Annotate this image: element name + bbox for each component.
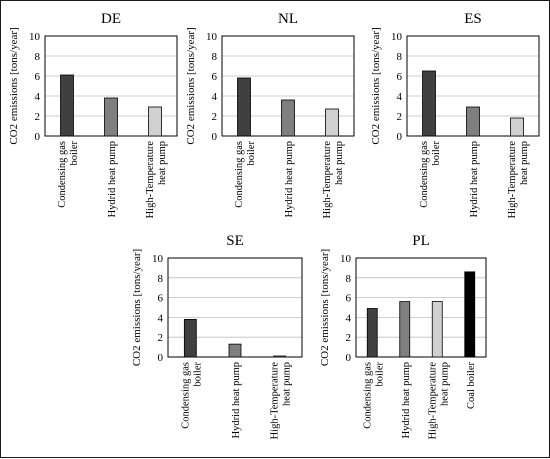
bar <box>273 355 287 358</box>
y-tick-label: 4 <box>158 312 164 324</box>
y-tick-label: 8 <box>158 273 164 285</box>
category-label: Condensing gas <box>419 141 430 208</box>
category-label: heat pump <box>519 141 530 185</box>
category-label: boiler <box>431 141 442 166</box>
y-tick-label: 4 <box>397 91 403 103</box>
y-axis-label: CO2 emissions [tons/year] <box>131 249 143 366</box>
bar <box>366 308 378 358</box>
chart-panel-de: 0 2 4 6 8 10 DE CO2 emissions [tons/year] Conden… <box>8 11 178 219</box>
y-tick-label: 10 <box>152 253 164 265</box>
y-tick-label: 6 <box>397 71 403 83</box>
bar <box>148 106 162 137</box>
bar <box>281 99 295 137</box>
chart-panel-nl: 0 2 4 6 8 10 NL CO2 emissions [tons/year] Conden… <box>185 11 355 219</box>
y-tick-label: 0 <box>212 131 218 143</box>
panel-title: ES <box>464 11 482 27</box>
y-tick-label: 6 <box>346 293 352 305</box>
y-tick-label: 10 <box>29 31 41 43</box>
panel-title: DE <box>101 11 121 27</box>
category-label: Hydrid heat pump <box>107 141 118 217</box>
bar <box>60 74 74 137</box>
bar <box>464 271 476 358</box>
y-tick-label: 0 <box>158 352 164 364</box>
category-label: Condensing gas <box>180 362 191 429</box>
y-tick-label: 0 <box>346 352 352 364</box>
category-label: Condensing gas <box>57 141 68 208</box>
category-label: Hydrid heat pump <box>231 362 242 438</box>
y-tick-label: 10 <box>340 253 352 265</box>
bar <box>183 318 197 358</box>
category-label: heat pump <box>334 141 345 185</box>
bar <box>325 108 339 137</box>
y-tick-label: 2 <box>35 111 41 123</box>
category-label: High-Temperature <box>427 362 438 440</box>
category-label: High-Temperature <box>322 141 333 219</box>
bar <box>422 70 436 137</box>
y-axis-label: CO2 emissions [tons/year] <box>185 27 197 144</box>
y-tick-label: 2 <box>212 111 218 123</box>
category-label: Hydrid heat pump <box>284 141 295 217</box>
bar <box>466 106 480 137</box>
bar <box>431 301 443 358</box>
category-label: boiler <box>374 362 385 387</box>
y-tick-label: 2 <box>346 332 352 344</box>
category-label: boiler <box>69 141 80 166</box>
category-label: Coal boiler <box>466 362 477 409</box>
y-tick-label: 6 <box>158 293 164 305</box>
category-label: Condensing gas <box>362 362 373 429</box>
y-axis-label: CO2 emissions [tons/year] <box>370 27 382 144</box>
category-label: Hydrid heat pump <box>469 141 480 217</box>
y-tick-label: 8 <box>212 51 218 63</box>
panel-title: NL <box>278 11 298 27</box>
bar <box>510 117 524 137</box>
y-tick-label: 6 <box>35 71 41 83</box>
y-tick-label: 8 <box>35 51 41 63</box>
chart-panel-se: 0 2 4 6 8 10 SE CO2 emissions [tons/year] Conden… <box>131 233 303 440</box>
category-label: High-Temperature <box>145 141 156 219</box>
y-tick-label: 2 <box>158 332 164 344</box>
chart-panel-pl: 0 2 4 6 8 10 PL CO2 emissions [tons/year] Conden… <box>319 233 487 440</box>
plot-area <box>355 257 487 358</box>
bar <box>399 301 411 358</box>
category-label: heat pump <box>282 362 293 406</box>
panel-title: SE <box>226 233 244 249</box>
y-tick-label: 10 <box>206 31 218 43</box>
bar <box>228 343 242 358</box>
y-tick-label: 2 <box>397 111 403 123</box>
category-label: heat pump <box>439 362 450 406</box>
y-tick-label: 0 <box>35 131 41 143</box>
category-label: Condensing gas <box>234 141 245 208</box>
y-tick-label: 6 <box>212 71 218 83</box>
category-label: High-Temperature <box>507 141 518 219</box>
bar <box>104 97 118 137</box>
y-tick-label: 4 <box>35 91 41 103</box>
bar <box>237 77 251 137</box>
y-tick-label: 4 <box>346 312 352 324</box>
category-label: Hydrid heat pump <box>401 362 412 438</box>
category-label: High-Temperature <box>270 362 281 440</box>
y-axis-label: CO2 emissions [tons/year] <box>8 27 20 144</box>
panel-title: PL <box>412 233 430 249</box>
y-tick-label: 8 <box>346 273 352 285</box>
y-tick-label: 4 <box>212 91 218 103</box>
category-label: heat pump <box>157 141 168 185</box>
category-label: boiler <box>246 141 257 166</box>
y-tick-label: 10 <box>391 31 403 43</box>
y-tick-label: 0 <box>397 131 403 143</box>
chart-panel-es: 0 2 4 6 8 10 ES CO2 emissions [tons/year] Conden… <box>370 11 540 219</box>
y-axis-label: CO2 emissions [tons/year] <box>319 249 331 366</box>
category-label: boiler <box>192 362 203 387</box>
y-tick-label: 8 <box>397 51 403 63</box>
